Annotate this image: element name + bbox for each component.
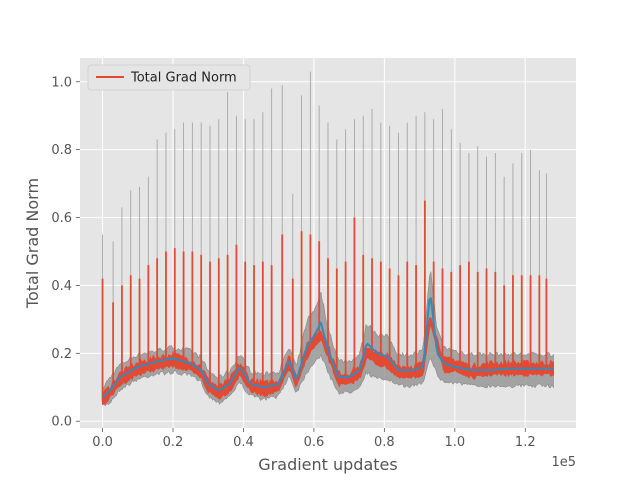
axis-ticks: 0.0 0.2 0.4 0.6 0.8 1.0 1.2 0.0 0.2 0.4 0.6 0.8 1.0 [51,75,535,450]
x-tick-label: 1.0 [444,435,465,450]
x-tick-label: 0.4 [233,435,254,450]
x-tick-label: 0.6 [304,435,325,450]
x-tick-label: 0.8 [374,435,395,450]
y-tick-label: 0.0 [51,415,72,430]
x-tick-label: 0.0 [92,435,113,450]
y-tick-label: 1.0 [51,75,72,90]
legend-box [87,64,251,91]
smoothed-series [101,297,554,399]
y-tick-label: 0.6 [51,211,72,226]
y-tick-label: 0.4 [51,279,72,294]
y-tick-label: 0.8 [51,143,72,158]
x-tick-label: 1.2 [515,435,536,450]
x-axis-label: Gradient updates [258,455,397,474]
y-axis-label: Total Grad Norm [23,178,42,309]
x-offset-label: 1e5 [551,455,576,470]
x-tick-label: 0.2 [163,435,184,450]
smoothed-line [101,297,554,399]
legend: Total Grad Norm [87,64,251,91]
y-tick-label: 0.2 [51,347,72,362]
raw-series [101,200,554,405]
legend-label: Total Grad Norm [130,71,237,86]
